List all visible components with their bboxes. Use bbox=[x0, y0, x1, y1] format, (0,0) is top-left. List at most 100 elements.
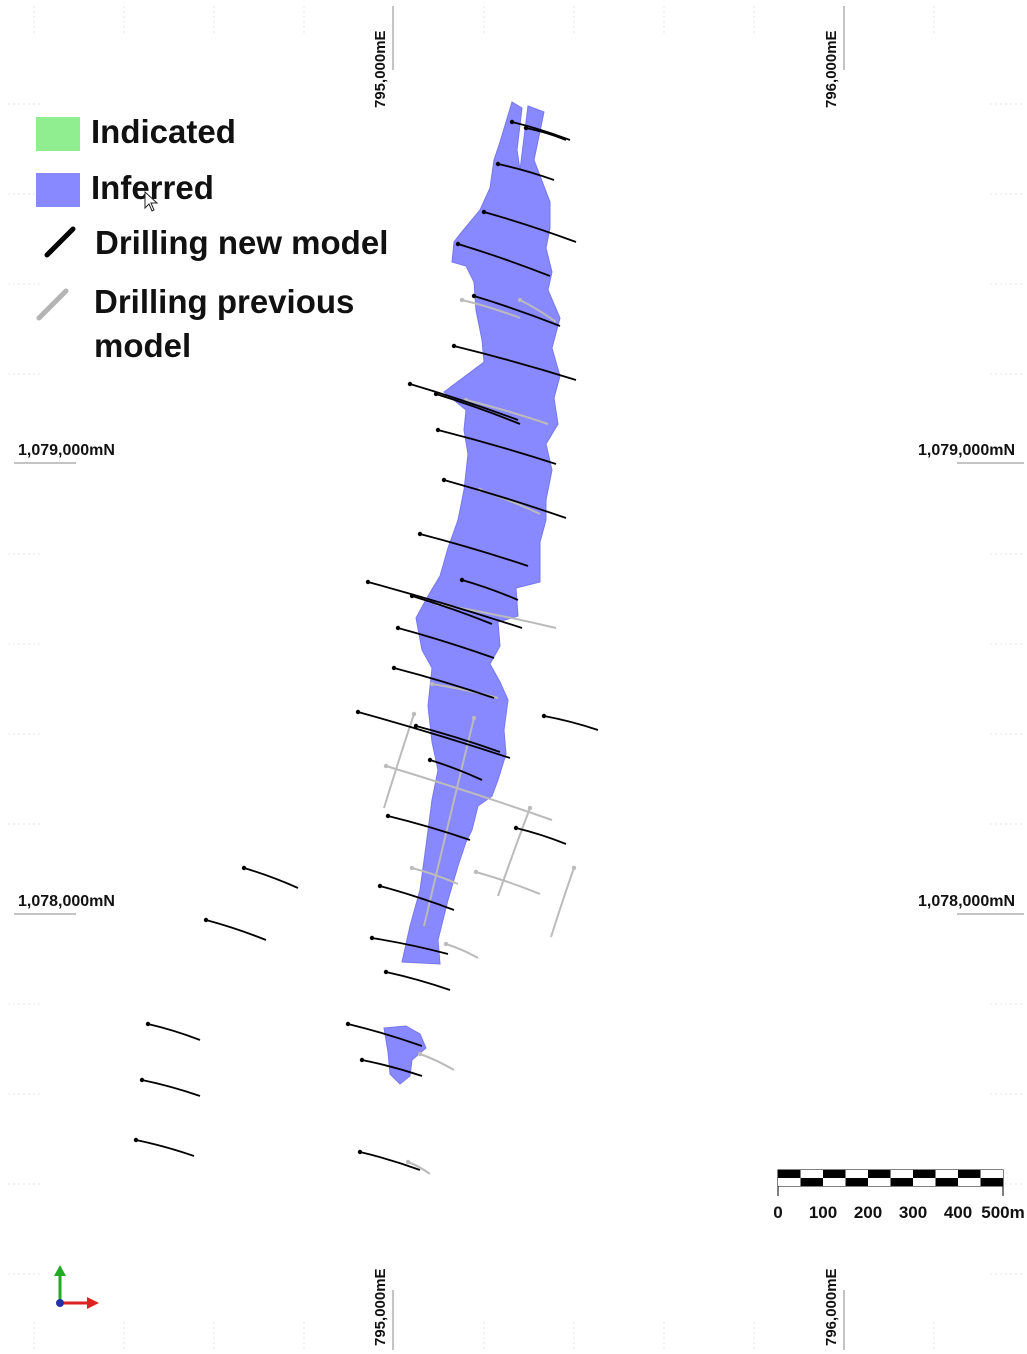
drillhole-previous-trace bbox=[497, 807, 531, 897]
scale-bar-segment bbox=[800, 1170, 823, 1178]
drillhole-previous-collar bbox=[411, 711, 417, 717]
drillhole-new-collar bbox=[495, 161, 501, 167]
drillhole-previous-trace bbox=[407, 1161, 431, 1175]
scale-bar-segment bbox=[980, 1178, 1003, 1186]
scale-bar-segment bbox=[890, 1170, 913, 1178]
drillhole-new-collar bbox=[509, 119, 515, 125]
drillhole-new-trace bbox=[483, 211, 577, 243]
drillhole-new-trace bbox=[453, 345, 577, 381]
scale-bar-segment bbox=[778, 1170, 801, 1178]
drillhole-new-collar bbox=[407, 381, 413, 387]
drillhole-new-collar bbox=[139, 1077, 145, 1083]
drillhole-new-collar bbox=[395, 625, 401, 631]
drillhole-new-collar bbox=[377, 883, 383, 889]
drillhole-new-collar bbox=[427, 757, 433, 763]
scale-label-100: 100 bbox=[809, 1203, 837, 1222]
drillhole-previous-trace bbox=[550, 867, 575, 938]
scale-bar-segment bbox=[980, 1170, 1003, 1178]
drillholes-previous-model bbox=[383, 297, 577, 1175]
drillhole-previous-trace bbox=[465, 399, 549, 425]
easting-labels: 795,000mE 796,000mE 795,000mE 796,000mE bbox=[372, 6, 845, 1350]
drillhole-new-trace bbox=[379, 885, 455, 911]
drillhole-new-collar bbox=[385, 813, 391, 819]
drillhole-new-trace bbox=[367, 581, 523, 629]
drillhole-new-trace bbox=[473, 295, 561, 327]
drillhole-new-trace bbox=[415, 725, 501, 753]
drillhole-new-trace bbox=[443, 479, 567, 519]
drillhole-new-collar bbox=[355, 709, 361, 715]
drillhole-new-collar bbox=[133, 1137, 139, 1143]
inferred-ore-body bbox=[383, 101, 561, 1085]
drillhole-new-trace bbox=[205, 919, 267, 941]
drillhole-new-trace bbox=[543, 715, 599, 731]
scale-bar-segment bbox=[868, 1170, 891, 1178]
drillhole-new-collar bbox=[391, 665, 397, 671]
drillhole-previous-trace bbox=[461, 299, 521, 319]
drillhole-new-collar bbox=[383, 969, 389, 975]
orientation-axes-icon bbox=[54, 1265, 99, 1309]
drillhole-new-collar bbox=[433, 391, 439, 397]
inferred-polygon-main bbox=[401, 101, 561, 965]
drillhole-new-trace bbox=[141, 1079, 201, 1097]
drillhole-new-collar bbox=[203, 917, 209, 923]
drillhole-new-collar bbox=[365, 579, 371, 585]
drillhole-previous-trace bbox=[383, 713, 415, 809]
drillhole-previous-collar bbox=[443, 941, 449, 947]
drillhole-new-collar bbox=[451, 343, 457, 349]
easting-label-795-top: 795,000mE bbox=[372, 30, 389, 108]
legend: Indicated Inferred Drilling new model Dr… bbox=[36, 113, 388, 364]
drillhole-new-trace bbox=[461, 579, 519, 601]
drillhole-previous-trace bbox=[385, 765, 553, 821]
scale-bar-segment bbox=[890, 1178, 913, 1186]
scale-label-300: 300 bbox=[899, 1203, 927, 1222]
legend-swatch-indicated bbox=[36, 117, 80, 151]
drillhole-new-collar bbox=[471, 293, 477, 299]
easting-label-795-bottom: 795,000mE bbox=[372, 1268, 389, 1346]
drillhole-new-trace bbox=[429, 759, 483, 781]
mouse-cursor-icon bbox=[144, 190, 159, 212]
drillhole-new-collar bbox=[441, 477, 447, 483]
scale-bar: 0 100 200 300 400 500m bbox=[773, 1169, 1025, 1222]
easting-label-796-top: 796,000mE bbox=[823, 30, 840, 108]
drillhole-previous-collar bbox=[383, 763, 389, 769]
drillhole-new-collar bbox=[345, 1021, 351, 1027]
drillhole-previous-collar bbox=[459, 297, 465, 303]
legend-line-previous-drilling bbox=[36, 288, 69, 321]
drillhole-new-trace bbox=[347, 1023, 423, 1047]
axis-z-icon bbox=[56, 1299, 64, 1307]
scale-bar-segment bbox=[958, 1170, 981, 1178]
northing-labels: 1,079,000mN 1,079,000mN 1,078,000mN 1,07… bbox=[14, 442, 1024, 915]
drillhole-new-collar bbox=[455, 241, 461, 247]
drillhole-new-trace bbox=[385, 971, 451, 991]
drillhole-new-collar bbox=[435, 427, 441, 433]
map-grid bbox=[8, 6, 1024, 1352]
scale-bar-segment bbox=[823, 1170, 846, 1178]
drillhole-new-collar bbox=[513, 825, 519, 831]
scale-label-0: 0 bbox=[773, 1203, 782, 1222]
drillhole-new-trace bbox=[397, 627, 495, 659]
drillhole-new-trace bbox=[435, 393, 521, 425]
drillhole-previous-trace bbox=[411, 867, 459, 885]
legend-label-previous-drilling-line1: Drilling previous bbox=[94, 283, 354, 320]
northing-label-1078-right: 1,078,000mN bbox=[918, 893, 1015, 910]
scale-bar-blocks bbox=[778, 1170, 1003, 1186]
drillhole-new-collar bbox=[541, 713, 547, 719]
drillhole-previous-collar bbox=[429, 681, 435, 687]
drillhole-new-trace bbox=[511, 121, 571, 141]
scale-label-400: 400 bbox=[944, 1203, 972, 1222]
drillhole-new-collar bbox=[359, 1057, 365, 1063]
northing-label-1079-right: 1,079,000mN bbox=[918, 442, 1015, 459]
drillholes-new-model bbox=[133, 119, 599, 1171]
drillhole-previous-trace bbox=[519, 299, 557, 323]
legend-label-indicated: Indicated bbox=[91, 113, 236, 150]
drillhole-new-trace bbox=[147, 1023, 201, 1041]
drillhole-new-collar bbox=[459, 577, 465, 583]
legend-label-previous-drilling-line2: model bbox=[94, 327, 191, 364]
drillhole-previous-trace bbox=[419, 1053, 455, 1071]
drillhole-new-trace bbox=[393, 667, 495, 699]
scale-bar-segment bbox=[778, 1178, 801, 1186]
drillhole-previous-collar bbox=[527, 805, 533, 811]
drillhole-new-trace bbox=[525, 127, 567, 141]
scale-bar-segment bbox=[935, 1170, 958, 1178]
